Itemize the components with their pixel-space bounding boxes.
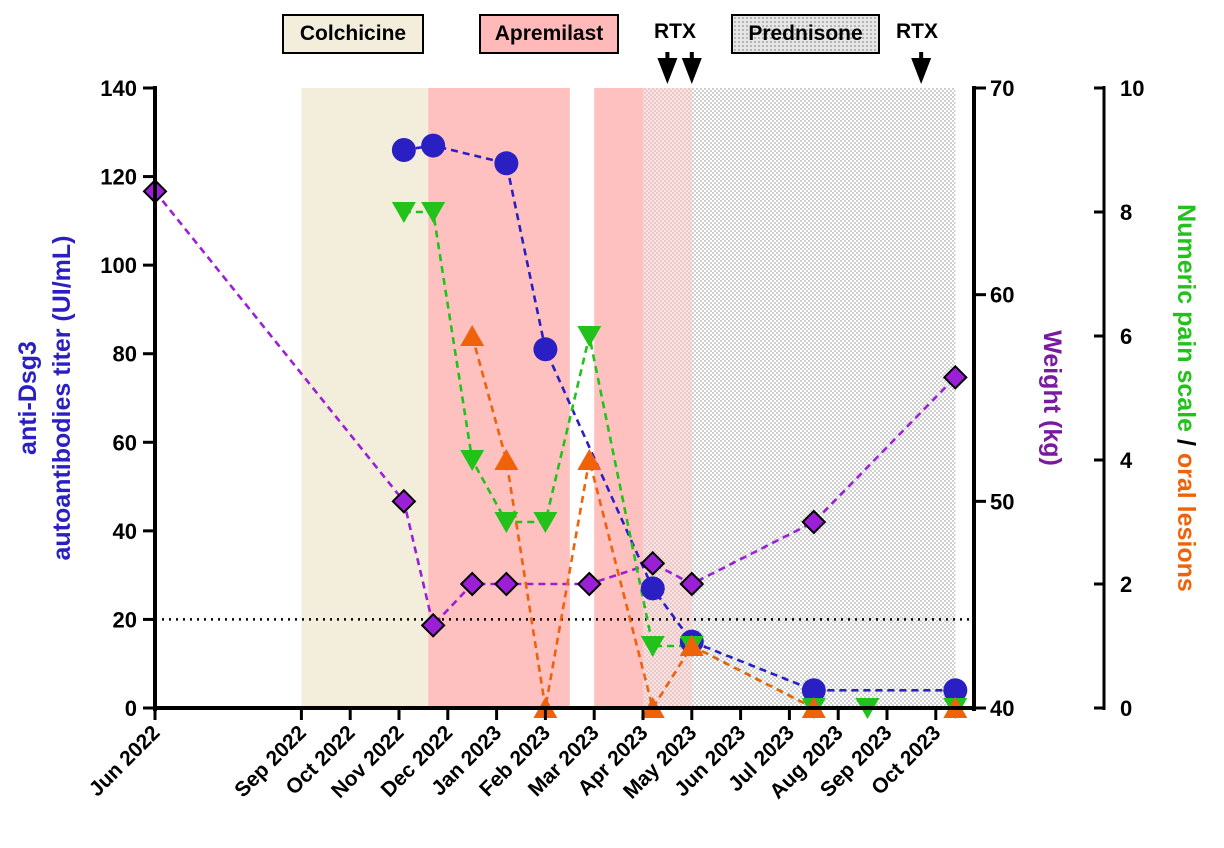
point-oral-lesions-5	[679, 635, 704, 656]
point-anti-dsg3-titer-4	[640, 576, 665, 601]
left-tick-label-1: 20	[113, 607, 137, 632]
left-tick-label-6: 120	[100, 165, 137, 190]
point-anti-dsg3-titer-7	[943, 678, 968, 703]
score-axis-title-pain: Numeric pain scale	[1172, 204, 1200, 432]
score-tick-label-0: 0	[1120, 696, 1132, 721]
series-markers	[142, 133, 968, 719]
score-axis-title: Numeric pain scale / oral lesions	[1172, 204, 1200, 592]
rtx-arrow-0	[657, 58, 678, 84]
treatment-bands	[301, 88, 956, 708]
left-tick-label-4: 80	[113, 342, 137, 367]
rtx-arrow-2	[911, 58, 932, 84]
point-oral-lesions-3	[577, 449, 602, 470]
point-oral-lesions-1	[494, 449, 519, 470]
score-tick-label-5: 10	[1120, 76, 1144, 101]
treatment-label-colchicine: Colchicine	[282, 14, 424, 54]
score-tick-label-3: 6	[1120, 324, 1132, 349]
score-tick-label-2: 4	[1120, 448, 1133, 473]
weight-axis: 40 50 60 70	[974, 76, 1014, 721]
point-weight-9	[942, 364, 968, 390]
treatment-label-apremilast: Apremilast	[479, 14, 619, 54]
weight-tick-label-2: 60	[990, 283, 1014, 308]
point-numeric-pain-scale-4	[533, 512, 558, 533]
point-numeric-pain-scale-2	[460, 450, 485, 471]
point-weight-6	[640, 550, 666, 576]
treatment-band-apremilast-1	[428, 88, 570, 708]
left-axis-title-line1: anti-Dsg3	[14, 341, 42, 455]
point-weight-5	[576, 571, 602, 597]
point-numeric-pain-scale-5	[577, 326, 602, 347]
point-weight-7	[679, 571, 705, 597]
left-tick-label-2: 40	[113, 519, 137, 544]
left-axis-title-line2: autoantibodies titer (UI/mL)	[48, 236, 76, 561]
point-numeric-pain-scale-1	[421, 202, 446, 223]
treatment-band-overlap-dots	[643, 88, 692, 708]
left-tick-label-3: 60	[113, 430, 137, 455]
weight-tick-label-0: 40	[990, 696, 1014, 721]
point-anti-dsg3-titer-6	[801, 678, 826, 703]
series-line-3	[470, 335, 956, 712]
left-tick-label-7: 140	[100, 76, 137, 101]
weight-tick-label-1: 50	[990, 489, 1014, 514]
score-tick-label-1: 2	[1120, 572, 1132, 597]
point-weight-4	[493, 571, 519, 597]
score-axis-title-sep: /	[1172, 432, 1200, 453]
rtx-label-2: RTX	[896, 20, 938, 43]
score-axis-title-lesions: oral lesions	[1172, 453, 1200, 592]
point-anti-dsg3-titer-2	[494, 151, 519, 176]
left-tick-label-5: 100	[100, 253, 137, 278]
score-axis: 0 2 4 6 8 10	[1094, 76, 1144, 721]
series-line-1	[153, 190, 957, 628]
point-anti-dsg3-titer-3	[533, 337, 558, 362]
point-numeric-pain-scale-6	[640, 636, 665, 657]
point-weight-8	[801, 509, 827, 535]
rtx-label-1: RTX	[654, 20, 696, 43]
left-tick-label-0: 0	[125, 696, 137, 721]
treatment-band-prednisone-3	[643, 88, 956, 708]
left-axis: 0 20 40 60 80 100 120 140	[100, 76, 155, 721]
x-tick-label-0: Jun 2022	[85, 721, 165, 801]
treatment-label-prednisone: Prednisone	[731, 14, 880, 54]
weight-tick-label-3: 70	[990, 76, 1014, 101]
weight-axis-title: Weight (kg)	[1038, 330, 1066, 466]
point-numeric-pain-scale-3	[494, 512, 519, 533]
rtx-arrows	[657, 52, 932, 84]
point-weight-3	[459, 571, 485, 597]
point-weight-1	[391, 488, 417, 514]
point-numeric-pain-scale-0	[391, 202, 416, 223]
point-weight-2	[420, 612, 446, 638]
point-anti-dsg3-titer-1	[421, 133, 446, 158]
treatment-band-apremilast-2	[594, 88, 643, 708]
score-tick-label-4: 8	[1120, 200, 1132, 225]
point-oral-lesions-0	[460, 325, 485, 346]
rtx-arrow-1	[681, 58, 702, 84]
point-anti-dsg3-titer-0	[391, 138, 416, 162]
